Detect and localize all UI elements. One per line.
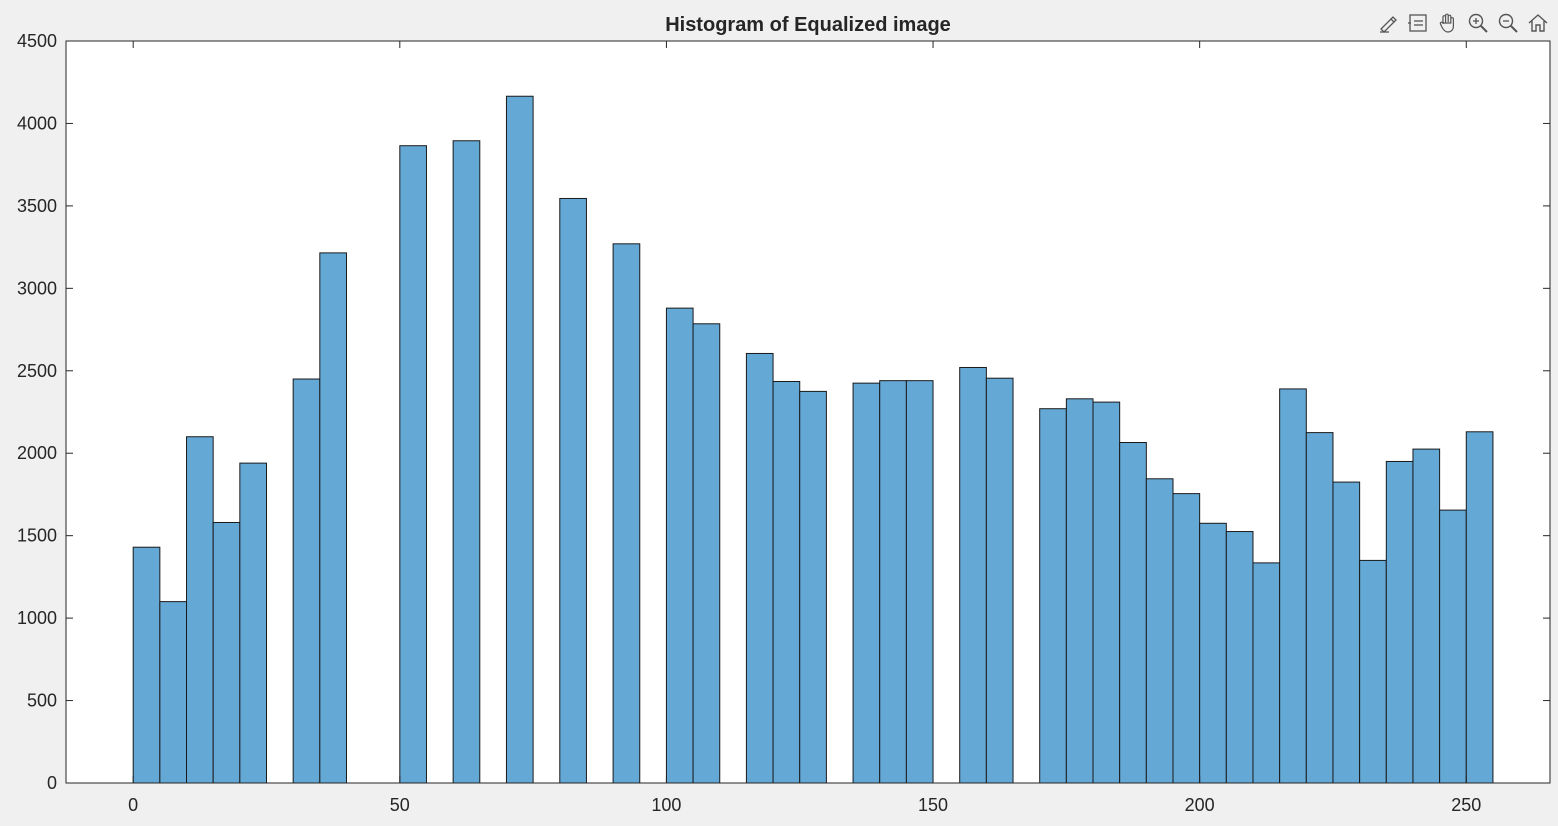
histogram-bar <box>1279 388 1307 784</box>
data-tips-icon <box>1408 14 1427 32</box>
histogram-bar <box>1039 408 1067 784</box>
histogram-bar <box>985 377 1014 784</box>
y-tick-label: 2500 <box>17 361 57 381</box>
histogram-bar <box>559 197 587 784</box>
axis-ticks: 0 50 100 150 200 2500500100015002000250030003… <box>17 31 1550 815</box>
histogram-bars <box>132 95 1494 784</box>
histogram-bar <box>905 380 934 784</box>
x-tick-label: 200 <box>1185 795 1215 815</box>
y-tick-label: 2000 <box>17 443 57 463</box>
y-tick-label: 3000 <box>17 278 57 298</box>
histogram-bar <box>399 145 427 784</box>
y-tick-label: 4500 <box>17 31 57 51</box>
histogram-bar <box>1412 448 1441 784</box>
histogram-bar <box>692 323 721 784</box>
pan-button[interactable] <box>1434 9 1462 37</box>
histogram-bar <box>959 366 987 784</box>
histogram-bar <box>1439 509 1467 784</box>
x-tick-label: 250 <box>1451 795 1481 815</box>
histogram-bar <box>1199 522 1227 784</box>
x-tick-label: 50 <box>390 795 410 815</box>
brush-data-button[interactable] <box>1374 9 1402 37</box>
y-tick-label: 1000 <box>17 608 57 628</box>
histogram-bar <box>1119 442 1147 784</box>
zoom-out-icon <box>1498 13 1518 33</box>
restore-view-button[interactable] <box>1524 9 1552 37</box>
histogram-bar <box>772 380 801 784</box>
x-tick-label: 0 <box>128 795 138 815</box>
histogram-bar <box>852 382 881 784</box>
histogram-bar <box>186 436 214 784</box>
y-tick-label: 1500 <box>17 526 57 546</box>
histogram-bar <box>1172 493 1201 784</box>
histogram-bar <box>1465 431 1494 784</box>
histogram-bar <box>799 390 827 784</box>
histogram-bar <box>319 252 347 784</box>
histogram-bar <box>1385 460 1414 784</box>
histogram-bar <box>239 462 267 784</box>
histogram-bar <box>159 601 188 784</box>
histogram-bar <box>505 95 534 784</box>
histogram-bar <box>1145 478 1174 784</box>
histogram-bar <box>132 546 161 784</box>
histogram-bar <box>1225 531 1254 784</box>
zoom-in-button[interactable] <box>1464 9 1492 37</box>
axes-frame <box>65 40 1551 784</box>
y-tick-label: 4000 <box>17 113 57 133</box>
axes-toolbar <box>1374 9 1552 37</box>
histogram-bar <box>745 352 774 784</box>
x-tick-label: 150 <box>918 795 948 815</box>
histogram-bar <box>212 521 241 784</box>
y-tick-label: 500 <box>27 691 57 711</box>
histogram-bar <box>1305 432 1334 784</box>
histogram-bar <box>1332 481 1361 784</box>
histogram-bar <box>1359 559 1387 784</box>
histogram-bar <box>1252 562 1281 784</box>
y-tick-label: 3500 <box>17 196 57 216</box>
pan-icon <box>1439 13 1454 33</box>
x-tick-label: 100 <box>651 795 681 815</box>
brush-data-icon <box>1380 16 1397 33</box>
chart-title: Histogram of Equalized image <box>665 14 951 36</box>
histogram-bar <box>612 243 641 784</box>
histogram-bar <box>1065 398 1094 784</box>
data-tips-button[interactable] <box>1404 9 1432 37</box>
y-tick-label: 0 <box>47 773 57 793</box>
home-icon <box>1528 14 1548 32</box>
zoom-out-button[interactable] <box>1494 9 1522 37</box>
zoom-in-icon <box>1468 13 1488 33</box>
histogram-bar <box>1092 401 1121 784</box>
histogram-bar <box>665 307 694 784</box>
histogram-bar <box>292 378 321 784</box>
histogram-bar <box>879 380 907 784</box>
histogram-bar <box>452 140 481 784</box>
